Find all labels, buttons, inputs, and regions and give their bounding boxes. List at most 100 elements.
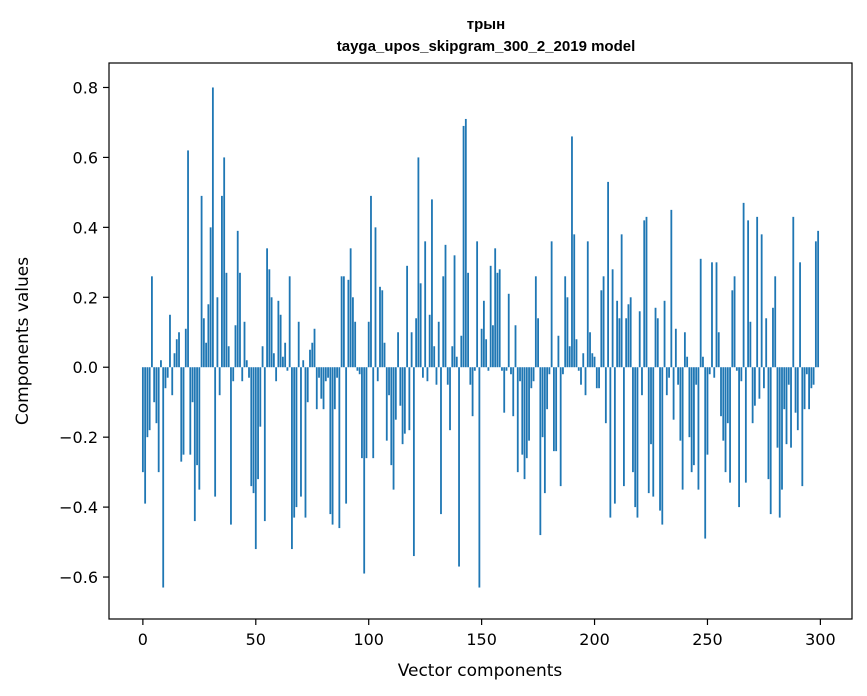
bar	[471, 367, 474, 417]
bar	[435, 367, 438, 385]
bar	[191, 367, 194, 403]
bar	[453, 255, 456, 368]
bar	[336, 367, 338, 378]
bar	[783, 367, 786, 410]
bar	[234, 325, 237, 368]
bar	[805, 367, 808, 375]
bar	[790, 367, 792, 448]
bar	[338, 367, 341, 529]
bar	[257, 367, 259, 480]
bar	[787, 367, 790, 385]
bar	[636, 367, 639, 518]
bar	[331, 367, 334, 525]
bar	[641, 367, 643, 396]
bar	[812, 367, 815, 385]
bar	[492, 325, 494, 368]
bar	[817, 230, 820, 368]
bar	[643, 220, 646, 368]
bar	[706, 367, 709, 455]
bar	[697, 367, 700, 490]
bar	[211, 87, 214, 368]
bar	[564, 276, 567, 368]
bar	[160, 360, 162, 368]
bar	[618, 318, 621, 368]
bar	[166, 367, 169, 378]
bar	[688, 367, 691, 438]
bar	[550, 241, 553, 368]
bar	[627, 304, 630, 368]
bar	[286, 367, 289, 371]
bar	[738, 367, 740, 508]
bar	[808, 367, 810, 410]
bar	[530, 367, 533, 389]
bar	[288, 276, 291, 368]
bar	[735, 367, 738, 371]
bar	[394, 367, 397, 420]
bar	[749, 321, 752, 368]
bar	[744, 367, 747, 483]
bar	[236, 230, 239, 368]
bar	[164, 367, 167, 389]
bar	[354, 321, 357, 368]
bar	[379, 286, 381, 368]
bar	[239, 272, 241, 368]
bar	[392, 367, 395, 490]
x-tick-label: 50	[246, 630, 266, 649]
bar	[329, 367, 332, 515]
bar	[162, 367, 165, 588]
bar	[769, 367, 772, 515]
y-tick-label: −0.4	[59, 498, 98, 517]
bar	[218, 367, 221, 396]
bar	[733, 276, 736, 368]
bar	[320, 367, 323, 399]
bar	[214, 367, 217, 497]
y-tick-label: 0.0	[73, 358, 98, 377]
x-tick-label: 100	[353, 630, 384, 649]
bar	[537, 318, 539, 368]
bar	[230, 367, 232, 525]
bar	[455, 356, 458, 368]
bar	[169, 314, 171, 368]
bar	[575, 339, 578, 368]
bar	[356, 367, 359, 371]
bar	[144, 367, 147, 504]
bar	[505, 367, 508, 371]
bar	[756, 216, 759, 368]
bar	[243, 321, 246, 368]
bar	[702, 356, 704, 368]
bar	[189, 367, 192, 455]
bar	[485, 339, 488, 368]
bar	[315, 367, 318, 410]
bar	[799, 262, 801, 368]
bar	[293, 367, 296, 518]
bar	[444, 244, 447, 368]
bar	[401, 367, 404, 445]
bar	[367, 321, 370, 368]
bar	[478, 367, 481, 588]
bar	[589, 332, 591, 368]
bar	[625, 318, 628, 368]
bar	[580, 367, 582, 385]
bar	[510, 367, 512, 375]
bar	[426, 367, 429, 382]
bar	[313, 328, 316, 368]
bar	[216, 297, 219, 368]
bar	[372, 367, 375, 459]
bar	[731, 290, 734, 368]
bar	[781, 367, 783, 490]
x-tick-label: 300	[805, 630, 836, 649]
bar	[275, 367, 278, 382]
bar	[437, 321, 440, 368]
bar	[512, 367, 515, 417]
bar	[776, 367, 779, 448]
bar	[304, 367, 307, 518]
bar	[573, 234, 576, 368]
bar	[747, 220, 750, 368]
bar	[665, 367, 668, 396]
bar	[629, 297, 632, 368]
bar	[541, 367, 544, 438]
bar	[473, 367, 476, 371]
bar	[365, 367, 368, 459]
bar	[254, 367, 257, 550]
bar	[352, 297, 354, 368]
